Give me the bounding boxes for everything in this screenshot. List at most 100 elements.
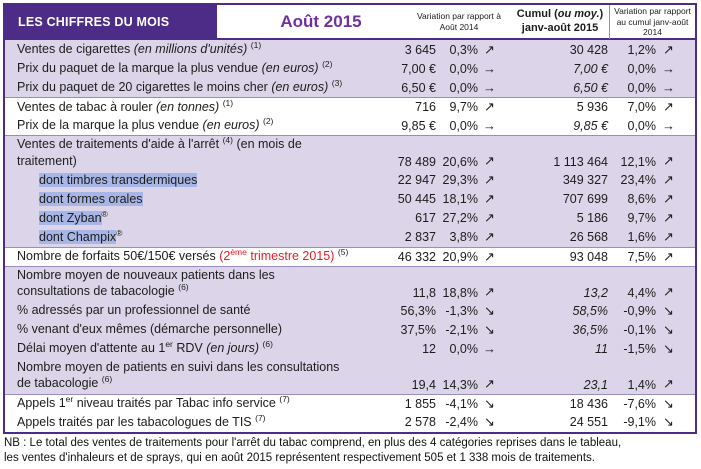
variation-vs-cumul: 8,6% [627, 192, 657, 206]
row-label: Appels 1er niveau traités par Tabac info… [17, 394, 290, 411]
table-body: Ventes de cigarettes (en millions d'unit… [5, 40, 695, 432]
variation-vs-month: 29,3% [442, 173, 478, 187]
trend-down-icon: ↘ [484, 395, 495, 411]
month-value: 78 489 [397, 155, 436, 169]
table-row: dont Zyban® 617 27,2% ↗ 5 186 9,7% ↗ [5, 208, 695, 228]
variation-vs-cumul: 0,0% [627, 118, 657, 133]
row-label: Nombre moyen de nouveaux patients dans l… [17, 267, 275, 299]
variation-vs-month: -1,3% [445, 303, 478, 318]
nb-footnote-line1: NB : Le total des ventes de traitements … [4, 437, 622, 449]
table-row: Appels traités par les tabacologues de T… [5, 412, 695, 432]
trend-up-icon: ↗ [484, 210, 495, 225]
table-row: Ventes de tabac à rouler (en tonnes) (1)… [5, 97, 695, 116]
figures-table: LES CHIFFRES DU MOIS Août 2015 Variation… [3, 3, 697, 434]
month-value: 9,85 € [401, 118, 436, 133]
variation-vs-month: 3,8% [449, 230, 479, 244]
trend-down-icon: ↘ [663, 302, 674, 318]
cumul-value: 1 113 464 [553, 155, 608, 169]
trend-flat-icon: → [662, 61, 675, 76]
cumul-value: 36,5% [572, 322, 608, 337]
month-value: 1 855 [404, 396, 436, 411]
month-value: 22 947 [397, 173, 436, 187]
row-label: dont Champix® [39, 227, 123, 244]
variation-vs-month: -4,1% [445, 396, 478, 411]
variation-vs-month: 0,0% [449, 61, 479, 76]
month-value: 2 837 [404, 230, 436, 244]
month-value: 56,3% [400, 303, 436, 318]
variation-vs-month: 18,8% [442, 285, 478, 300]
row-label: Ventes de cigarettes (en millions d'unit… [17, 40, 262, 57]
table-row: dont formes orales 50 445 18,1% ↗ 707 699 8,6… [5, 189, 695, 209]
table-row: Prix du paquet de 20 cigarettes le moins… [5, 78, 695, 97]
trend-up-icon: ↗ [663, 99, 674, 114]
cumul-value: 58,5% [572, 303, 608, 318]
variation-vs-month: 14,3% [442, 377, 478, 392]
trend-up-icon: ↗ [663, 283, 674, 299]
trend-up-icon: ↗ [663, 153, 674, 168]
variation-vs-cumul: 1,2% [627, 42, 657, 57]
variation-vs-month: 9,7% [449, 100, 479, 114]
nb-footnote-line2: les ventes d'inhaleurs et de sprays, qui… [4, 451, 595, 464]
column-header-cumul: Cumul (ou moy.) janv-août 2015 [516, 8, 604, 34]
month-value: 3 645 [404, 42, 436, 57]
trend-up-icon: ↗ [663, 41, 674, 57]
nb-footnote: NB : Le total des ventes de traitements … [4, 436, 696, 465]
trend-flat-icon: → [662, 118, 675, 133]
cumul-header-text: Cumul ( [516, 8, 558, 21]
month-value: 6,50 € [401, 80, 436, 95]
table-row: Ventes de cigarettes (en millions d'unit… [5, 40, 695, 59]
trend-down-icon: ↘ [663, 340, 674, 356]
table-row: Nombre moyen de nouveaux patients dans l… [5, 265, 695, 301]
trend-flat-icon: → [483, 118, 496, 133]
column-header-variation-cumul: Variation par rapport au cumul janv-août… [609, 5, 695, 39]
variation-vs-month: -2,1% [445, 322, 478, 337]
variation-vs-cumul: -0,9% [623, 303, 656, 318]
table-header: LES CHIFFRES DU MOIS Août 2015 Variation… [5, 5, 695, 40]
trend-down-icon: ↘ [484, 321, 495, 337]
month-value: 50 445 [397, 192, 436, 206]
trend-flat-icon: → [483, 61, 496, 76]
variation-vs-cumul: -0,1% [623, 322, 656, 337]
row-label: Prix de la marque la plus vendue (en eur… [17, 116, 274, 133]
variation-vs-month: 0,0% [449, 341, 479, 356]
month-value: 7,00 € [401, 61, 436, 76]
report-title: LES CHIFFRES DU MOIS [5, 5, 217, 39]
table-row: Nombre de forfaits 50€/150€ versés (2ème… [5, 246, 695, 266]
table-row: Ventes de traitements d'aide à l'arrêt (… [5, 135, 695, 171]
row-label: dont timbres transdermiques [39, 172, 198, 187]
trend-up-icon: ↗ [484, 283, 495, 299]
trend-up-icon: ↗ [484, 375, 495, 391]
trend-down-icon: ↘ [663, 321, 674, 337]
month-value: 37,5% [400, 322, 436, 337]
cumul-value: 18 436 [569, 396, 608, 411]
cumul-value: 23,1 [583, 377, 608, 392]
trend-up-icon: ↗ [484, 153, 495, 168]
variation-vs-cumul: 9,7% [627, 211, 657, 225]
trend-up-icon: ↗ [663, 172, 674, 187]
table-row: Nombre moyen de patients en suivi dans l… [5, 358, 695, 394]
cumul-value: 93 048 [569, 249, 608, 264]
cumul-header-period: janv-août 2015 [521, 21, 599, 34]
trend-flat-icon: → [483, 80, 496, 95]
variation-vs-cumul: 1,4% [627, 377, 657, 392]
table-row: % venant d'eux mêmes (démarche personnel… [5, 320, 695, 339]
row-label: Appels traités par les tabacologues de T… [17, 412, 266, 429]
trend-down-icon: ↘ [663, 414, 674, 429]
variation-vs-cumul: 7,0% [627, 100, 657, 114]
variation-vs-month: 0,3% [449, 42, 479, 57]
month-heading: Août 2015 [280, 11, 362, 31]
trend-up-icon: ↗ [484, 229, 495, 244]
row-label: Ventes de traitements d'aide à l'arrêt (… [17, 134, 302, 168]
row-label: Prix du paquet de 20 cigarettes le moins… [17, 78, 343, 95]
variation-vs-cumul: 0,0% [627, 61, 657, 76]
variation-vs-cumul: -9,1% [623, 415, 656, 429]
row-label: dont Zyban® [39, 208, 108, 225]
trend-flat-icon: → [662, 80, 675, 95]
trend-up-icon: ↗ [663, 375, 674, 391]
cumul-value: 707 699 [562, 192, 608, 206]
variation-vs-month: 18,1% [442, 192, 478, 206]
table-row: Délai moyen d'attente au 1er RDV (en jou… [5, 339, 695, 358]
row-label: % adressés par un professionnel de santé [17, 303, 251, 318]
row-label: dont formes orales [39, 191, 143, 206]
variation-vs-cumul: 12,1% [620, 155, 656, 169]
